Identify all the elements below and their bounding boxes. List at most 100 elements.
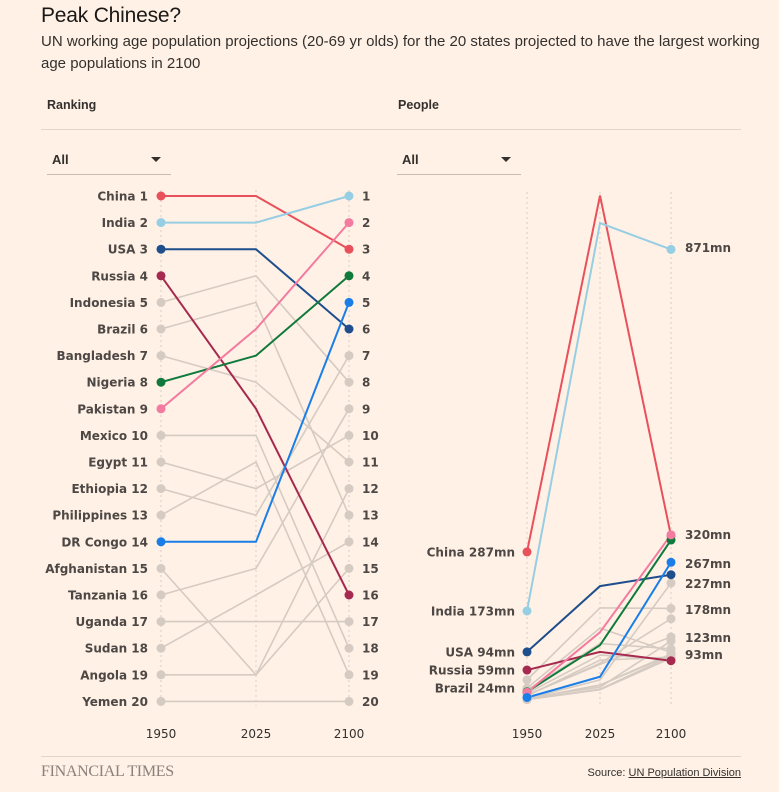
people-line-sudan: [526, 654, 672, 700]
ranking-label-right-14: 14: [362, 535, 379, 549]
people-label-2100-871: 871mn: [685, 241, 731, 255]
ranking-label-right-5: 5: [362, 296, 370, 310]
ranking-label-brazil-6: Brazil 6: [97, 323, 148, 337]
ranking-labels: China 1 India 2 USA 3 Russia 4 Indonesia 5 Br…: [45, 190, 379, 709]
people-line-yemen: [526, 657, 672, 701]
ranking-dot-afghanistan-1950: [156, 563, 166, 573]
ranking-label-bangladesh-7: Bangladesh 7: [56, 349, 148, 363]
ranking-dot-india-1950: [156, 218, 166, 228]
ranking-label-right-17: 17: [362, 615, 379, 629]
people-label-2100-178: 178mn: [685, 603, 731, 617]
ranking-lines: [160, 195, 350, 703]
people-dot-russia-1950: [522, 665, 532, 675]
ranking-dot-indonesia-1950: [156, 297, 166, 307]
people-line-tanzania: [526, 582, 672, 700]
ranking-label-right-19: 19: [362, 668, 379, 682]
ranking-line-usa: [161, 248, 350, 330]
ranking-line-angola: [161, 567, 350, 676]
ranking-label-pakistan-9: Pakistan 9: [77, 402, 148, 416]
ranking-dot-angola-1950: [156, 670, 166, 680]
people-line-india: [526, 221, 672, 612]
people-dot-china-1950: [522, 547, 532, 557]
people-dot-dr-congo-2100: [666, 557, 676, 567]
ranking-line-indonesia: [160, 274, 350, 383]
ranking-line-mexico: [161, 434, 350, 649]
people-line-dr-congo: [526, 561, 672, 699]
ranking-label-right-2: 2: [362, 216, 370, 230]
source-link[interactable]: UN Population Division: [628, 767, 742, 779]
x-axis-ticks: 1950 2025 2100 1950 2025 2100: [146, 727, 687, 741]
ranking-dot-nigeria-2100: [344, 271, 354, 281]
people-dots: [522, 244, 676, 705]
ranking-line-pakistan: [160, 221, 350, 410]
ranking-dot-ethiopia-2100: [344, 351, 354, 361]
ranking-dot-egypt-2100: [344, 430, 354, 440]
ranking-label-usa-3: USA 3: [108, 243, 148, 257]
people-label-2100-267: 267mn: [685, 557, 731, 571]
ranking-label-right-10: 10: [362, 429, 379, 443]
people-dot-india-1950: [522, 606, 532, 616]
ranking-dot-bangladesh-1950: [156, 351, 166, 361]
ranking-label-right-8: 8: [362, 376, 370, 390]
people-line-usa: [526, 573, 672, 653]
ranking-x-tick-2025: 2025: [241, 727, 272, 741]
ranking-label-nigeria-8: Nigeria 8: [86, 376, 148, 390]
ranking-dot-mexico-2100: [344, 643, 354, 653]
source-note: Source: UN Population Division: [588, 767, 741, 779]
ranking-line-russia: [160, 275, 350, 596]
chart-subtitle: UN working age population projections (2…: [41, 33, 760, 72]
people-label-2100-227: 227mn: [685, 577, 731, 591]
ranking-dot-india-2100: [344, 191, 354, 201]
ranking-label-right-20: 20: [362, 695, 379, 709]
ranking-label-mexico-10: Mexico 10: [80, 429, 148, 443]
ranking-dot-philippines-2100: [344, 670, 354, 680]
ranking-x-tick-2100: 2100: [334, 727, 365, 741]
ranking-label-right-16: 16: [362, 589, 379, 603]
people-line-china: [526, 195, 672, 553]
people-dot-usa-1950: [522, 647, 532, 657]
people-x-tick-2025: 2025: [585, 727, 616, 741]
people-x-tick-2100: 2100: [656, 727, 687, 741]
ranking-dot-china-1950: [156, 191, 166, 201]
ranking-filter-dropdown[interactable]: All: [47, 148, 171, 175]
people-label-1950-brazil: Brazil 24mn: [435, 682, 515, 696]
ranking-line-sudan: [160, 541, 350, 649]
ranking-label-china-1: China 1: [97, 190, 148, 204]
chevron-down-icon: [151, 157, 161, 162]
ranking-dot-dr-congo-1950: [156, 537, 166, 547]
ranking-label-sudan-18: Sudan 18: [85, 642, 148, 656]
header-divider: [41, 129, 741, 130]
people-lines: [526, 195, 672, 701]
ranking-line-dr-congo: [161, 302, 350, 543]
ranking-dot-mexico-1950: [156, 430, 166, 440]
ranking-label-angola-19: Angola 19: [80, 668, 148, 682]
ranking-dot-sudan-1950: [156, 643, 166, 653]
people-dot-russia-2100: [666, 656, 676, 666]
ranking-dots: [156, 191, 354, 706]
ranking-dot-nigeria-1950: [156, 377, 166, 387]
ranking-label-yemen-20: Yemen 20: [81, 695, 148, 709]
people-label-2100-93: 93mn: [685, 648, 723, 662]
ranking-dot-russia-1950: [156, 271, 166, 281]
ranking-filter-value: All: [52, 152, 69, 167]
people-panel-label: People: [398, 98, 439, 112]
ranking-x-tick-1950: 1950: [146, 727, 177, 741]
ranking-dot-tanzania-1950: [156, 590, 166, 600]
ranking-label-right-7: 7: [362, 349, 370, 363]
ranking-line-egypt: [160, 434, 350, 490]
ranking-label-right-15: 15: [362, 562, 379, 576]
people-line-brazil: [526, 627, 672, 689]
ranking-dot-pakistan-2100: [344, 218, 354, 228]
ranking-dot-dr-congo-2100: [344, 297, 354, 307]
people-guides: [526, 192, 672, 706]
ranking-line-china: [161, 195, 350, 251]
people-line-indonesia: [526, 607, 672, 681]
people-filter-dropdown[interactable]: All: [397, 148, 521, 175]
ranking-dot-uganda-1950: [156, 617, 166, 627]
people-line-nigeria: [526, 539, 672, 693]
ranking-label-right-9: 9: [362, 402, 370, 416]
ranking-dot-egypt-1950: [156, 457, 166, 467]
ranking-dot-indonesia-2100: [344, 377, 354, 387]
ranking-label-egypt-11: Egypt 11: [88, 456, 148, 470]
people-line-russia: [526, 650, 672, 672]
